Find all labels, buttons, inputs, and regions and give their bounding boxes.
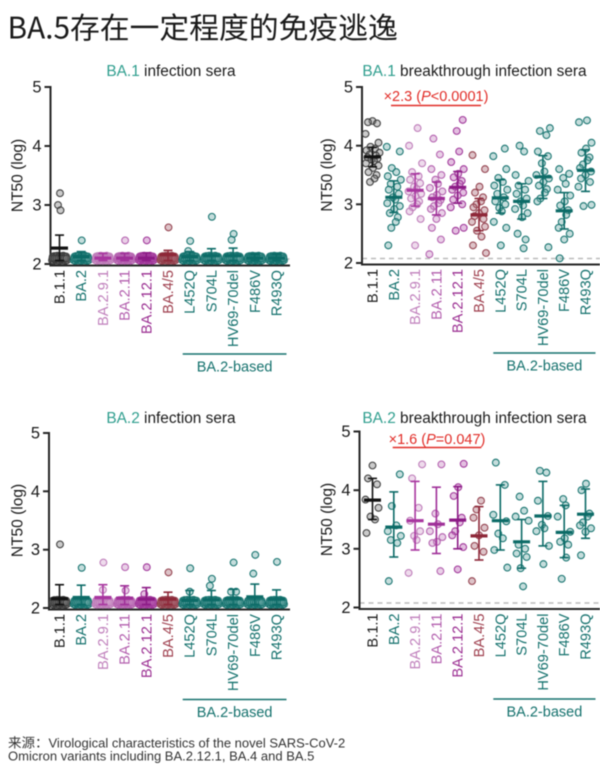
svg-text:BA.2.9.1: BA.2.9.1 [96, 614, 112, 670]
svg-text:5: 5 [344, 79, 353, 97]
svg-text:3: 3 [31, 541, 40, 559]
svg-text:BA.2.12.1: BA.2.12.1 [139, 614, 155, 678]
svg-text:4: 4 [341, 482, 350, 500]
svg-text:BA.2: BA.2 [74, 270, 90, 302]
svg-text:BA.2.11: BA.2.11 [118, 270, 134, 321]
svg-text:F486V: F486V [557, 613, 573, 656]
svg-text:2: 2 [32, 256, 41, 274]
svg-text:HV69-70del: HV69-70del [536, 614, 552, 691]
svg-text:B.1.1: B.1.1 [366, 269, 382, 303]
svg-text:S704L: S704L [515, 614, 531, 656]
svg-text:BA.2.11: BA.2.11 [429, 269, 445, 320]
svg-text:2: 2 [344, 255, 353, 273]
svg-text:BA.4/5: BA.4/5 [472, 614, 488, 658]
svg-text:5: 5 [341, 423, 350, 441]
svg-text:S704L: S704L [204, 614, 220, 656]
svg-text:BA.2: BA.2 [74, 614, 90, 646]
svg-text:BA.2.9.1: BA.2.9.1 [96, 270, 112, 326]
svg-text:HV69-70del: HV69-70del [536, 269, 552, 346]
svg-text:×1.6 (P=0.047): ×1.6 (P=0.047) [389, 432, 486, 448]
svg-text:4: 4 [344, 137, 353, 155]
svg-text:S704L: S704L [515, 269, 531, 311]
svg-text:BA.1 breakthrough infection se: BA.1 breakthrough infection sera [362, 63, 587, 80]
svg-text:Virological characteristics of: Virological characteristics of the novel… [49, 736, 346, 751]
svg-text:R493Q: R493Q [270, 614, 286, 660]
svg-text:BA.2 breakthrough infection se: BA.2 breakthrough infection sera [362, 410, 587, 427]
svg-text:3: 3 [341, 540, 350, 558]
svg-text:BA.2.12.1: BA.2.12.1 [451, 269, 467, 333]
svg-text:BA.4/5: BA.4/5 [161, 270, 177, 314]
svg-text:S704L: S704L [204, 270, 220, 312]
svg-text:BA.2.12.1: BA.2.12.1 [139, 270, 155, 334]
svg-text:B.1.1: B.1.1 [53, 270, 69, 304]
svg-text:R493Q: R493Q [579, 614, 595, 660]
svg-text:BA.2-based: BA.2-based [197, 705, 273, 721]
svg-text:5: 5 [31, 425, 40, 443]
svg-text:R493Q: R493Q [579, 269, 595, 315]
svg-text:R493Q: R493Q [270, 270, 286, 316]
svg-text:L452Q: L452Q [183, 270, 199, 314]
svg-text:2: 2 [31, 600, 40, 618]
svg-text:F486V: F486V [248, 614, 264, 657]
svg-text:NT50 (log): NT50 (log) [319, 483, 336, 556]
svg-text:L452Q: L452Q [493, 269, 509, 313]
svg-text:L452Q: L452Q [493, 614, 509, 658]
svg-text:BA.2-based: BA.2-based [507, 705, 583, 721]
svg-text:2: 2 [341, 599, 350, 617]
svg-text:B.1.1: B.1.1 [53, 614, 69, 648]
svg-text:BA.4/5: BA.4/5 [161, 614, 177, 658]
svg-text:BA.2.11: BA.2.11 [429, 614, 445, 665]
svg-text:BA.2-based: BA.2-based [197, 360, 273, 376]
svg-text:BA.2.12.1: BA.2.12.1 [451, 614, 467, 678]
svg-text:BA.2.11: BA.2.11 [118, 614, 134, 665]
svg-text:F486V: F486V [248, 270, 264, 313]
svg-text:BA.2: BA.2 [387, 269, 403, 301]
svg-text:BA.2-based: BA.2-based [507, 359, 583, 375]
svg-text:5: 5 [32, 79, 41, 97]
svg-text:BA.1 infection sera: BA.1 infection sera [106, 63, 236, 80]
svg-text:BA.2 infection sera: BA.2 infection sera [106, 410, 236, 427]
svg-text:NT50 (log): NT50 (log) [10, 139, 27, 212]
svg-text:BA.4/5: BA.4/5 [472, 269, 488, 313]
svg-text:NT50 (log): NT50 (log) [319, 138, 336, 211]
svg-text:Omicron variants including BA.: Omicron variants including BA.2.12.1, BA… [8, 749, 314, 764]
svg-text:B.1.1: B.1.1 [366, 614, 382, 648]
svg-text:BA.2.9.1: BA.2.9.1 [408, 614, 424, 670]
svg-text:HV69-70del: HV69-70del [226, 270, 242, 347]
svg-text:3: 3 [32, 197, 41, 215]
svg-text:F486V: F486V [557, 269, 573, 312]
svg-text:L452Q: L452Q [183, 614, 199, 658]
svg-text:BA.2: BA.2 [387, 614, 403, 646]
svg-text:NT50 (log): NT50 (log) [10, 484, 27, 557]
svg-text:×2.3 (P<0.0001): ×2.3 (P<0.0001) [384, 89, 489, 105]
svg-text:3: 3 [344, 196, 353, 214]
svg-text:BA.2.9.1: BA.2.9.1 [408, 269, 424, 325]
svg-text:4: 4 [32, 138, 41, 156]
svg-text:HV69-70del: HV69-70del [226, 614, 242, 691]
svg-text:4: 4 [31, 483, 40, 501]
